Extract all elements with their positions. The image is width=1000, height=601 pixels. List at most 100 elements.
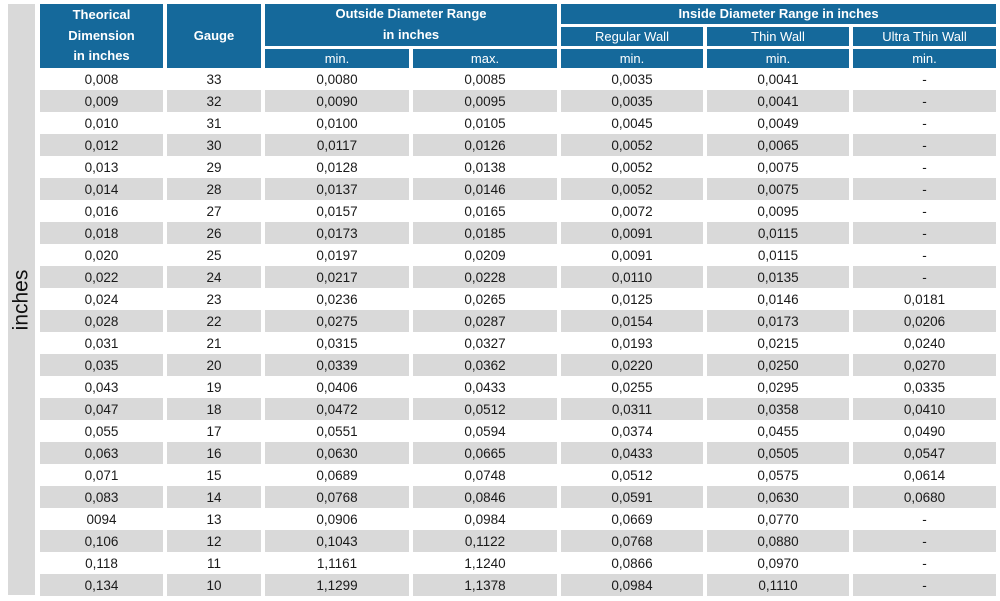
header-line: Gauge bbox=[193, 28, 235, 44]
table-cell: 0,0041 bbox=[707, 68, 849, 90]
table-cell: 0,031 bbox=[40, 332, 163, 354]
table-cell: 0,022 bbox=[40, 266, 163, 288]
table-cell: 0,0362 bbox=[413, 354, 557, 376]
table-cell: 0,106 bbox=[40, 530, 163, 552]
table-cell: 17 bbox=[167, 420, 261, 442]
table-cell: 0,0551 bbox=[265, 420, 409, 442]
header-line: in inches bbox=[382, 27, 440, 42]
table-cell: 0,118 bbox=[40, 552, 163, 574]
table-cell: 0,028 bbox=[40, 310, 163, 332]
table-cell: 0,0052 bbox=[561, 178, 703, 200]
table-cell: 0,0072 bbox=[561, 200, 703, 222]
table-cell: 0,0433 bbox=[561, 442, 703, 464]
table-cell: - bbox=[853, 68, 996, 90]
header-theorical-dimension: Theorical Dimension in inches bbox=[40, 4, 163, 68]
table-cell: 0,0135 bbox=[707, 266, 849, 288]
table-cell: 0,0770 bbox=[707, 508, 849, 530]
table-cell: 13 bbox=[167, 508, 261, 530]
table-cell: 27 bbox=[167, 200, 261, 222]
table-cell: 0,0206 bbox=[853, 310, 996, 332]
table-cell: 0,0490 bbox=[853, 420, 996, 442]
table-cell: 0,0472 bbox=[265, 398, 409, 420]
table-cell: 0,0110 bbox=[561, 266, 703, 288]
table-cell: 0,0065 bbox=[707, 134, 849, 156]
header-regular-wall-min: min. bbox=[561, 49, 703, 68]
header-line: in inches bbox=[73, 48, 130, 64]
table-cell: 0,0906 bbox=[265, 508, 409, 530]
table-cell: 0,0035 bbox=[561, 68, 703, 90]
table-cell: 0,0125 bbox=[561, 288, 703, 310]
table-cell: 0,0126 bbox=[413, 134, 557, 156]
table-cell: 0,0095 bbox=[413, 90, 557, 112]
table-cell: 30 bbox=[167, 134, 261, 156]
header-outside-diameter-range: Outside Diameter Range in inches bbox=[265, 4, 557, 46]
table-row: 0,035 20 0,0339 0,0362 0,0220 0,0250 0,0270 bbox=[40, 354, 996, 376]
table-cell: 33 bbox=[167, 68, 261, 90]
table-cell: 0,0115 bbox=[707, 244, 849, 266]
table-cell: 0,0630 bbox=[707, 486, 849, 508]
table-cell: 0,018 bbox=[40, 222, 163, 244]
table-cell: 0,0105 bbox=[413, 112, 557, 134]
table-cell: 0,0154 bbox=[561, 310, 703, 332]
table-cell: 0,0768 bbox=[561, 530, 703, 552]
table-cell: 0,0410 bbox=[853, 398, 996, 420]
table-cell: 14 bbox=[167, 486, 261, 508]
table-cell: 0,0228 bbox=[413, 266, 557, 288]
table-cell: 0,0090 bbox=[265, 90, 409, 112]
table-cell: 0,0669 bbox=[561, 508, 703, 530]
table-cell: 25 bbox=[167, 244, 261, 266]
table-cell: 0,0505 bbox=[707, 442, 849, 464]
table-cell: 0,0193 bbox=[561, 332, 703, 354]
header-ultra-thin-wall-min: min. bbox=[853, 49, 996, 68]
table-cell: 0,0768 bbox=[265, 486, 409, 508]
table-cell: 0,0052 bbox=[561, 156, 703, 178]
table-cell: - bbox=[853, 200, 996, 222]
table-cell: 32 bbox=[167, 90, 261, 112]
table-row: 0,010 31 0,0100 0,0105 0,0045 0,0049- bbox=[40, 112, 996, 134]
table-cell: 10 bbox=[167, 574, 261, 596]
table-cell: 0,0209 bbox=[413, 244, 557, 266]
table-cell: 0,0049 bbox=[707, 112, 849, 134]
header-outside-min: min. bbox=[265, 49, 409, 68]
table-cell: - bbox=[853, 244, 996, 266]
table-row: 0,018 26 0,0173 0,0185 0,0091 0,0115- bbox=[40, 222, 996, 244]
table-cell: 0,0045 bbox=[561, 112, 703, 134]
table-cell: 24 bbox=[167, 266, 261, 288]
table-row: 0,028 22 0,0275 0,0287 0,0154 0,0173 0,0206 bbox=[40, 310, 996, 332]
table-cell: 0,0117 bbox=[265, 134, 409, 156]
table-cell: - bbox=[853, 156, 996, 178]
table-cell: 0,0052 bbox=[561, 134, 703, 156]
table-cell: 0,0080 bbox=[265, 68, 409, 90]
table-row: 0,012 30 0,0117 0,0126 0,0052 0,0065- bbox=[40, 134, 996, 156]
table-cell: 0,0680 bbox=[853, 486, 996, 508]
table-cell: 23 bbox=[167, 288, 261, 310]
table-row: 0,013 29 0,0128 0,0138 0,0052 0,0075- bbox=[40, 156, 996, 178]
table-cell: 29 bbox=[167, 156, 261, 178]
table-cell: 0,0075 bbox=[707, 156, 849, 178]
table-cell: 0,071 bbox=[40, 464, 163, 486]
table-cell: 0,0128 bbox=[265, 156, 409, 178]
table-cell: 0,063 bbox=[40, 442, 163, 464]
table-cell: 0,0173 bbox=[707, 310, 849, 332]
table-cell: 0,0512 bbox=[561, 464, 703, 486]
table-cell: 0,0335 bbox=[853, 376, 996, 398]
table-cell: 1,1378 bbox=[413, 574, 557, 596]
table-cell: 0,0095 bbox=[707, 200, 849, 222]
table-cell: 1,1161 bbox=[265, 552, 409, 574]
header-thin-wall: Thin Wall bbox=[707, 27, 849, 46]
table-cell: 0,0091 bbox=[561, 244, 703, 266]
table-cell: 0,0358 bbox=[707, 398, 849, 420]
table-cell: 28 bbox=[167, 178, 261, 200]
table-cell: 0,0217 bbox=[265, 266, 409, 288]
table-cell: 0,0591 bbox=[561, 486, 703, 508]
table-cell: 19 bbox=[167, 376, 261, 398]
table-row: 0,071 15 0,0689 0,0748 0,0512 0,0575 0,0614 bbox=[40, 464, 996, 486]
table-row: 0,022 24 0,0217 0,0228 0,0110 0,0135- bbox=[40, 266, 996, 288]
table-header: Theorical Dimension in inches Gauge Outs… bbox=[40, 4, 996, 68]
table-cell: 0,0250 bbox=[707, 354, 849, 376]
table-cell: 0,043 bbox=[40, 376, 163, 398]
table-cell: 0,012 bbox=[40, 134, 163, 156]
table-cell: 0,0614 bbox=[853, 464, 996, 486]
table-cell: - bbox=[853, 112, 996, 134]
